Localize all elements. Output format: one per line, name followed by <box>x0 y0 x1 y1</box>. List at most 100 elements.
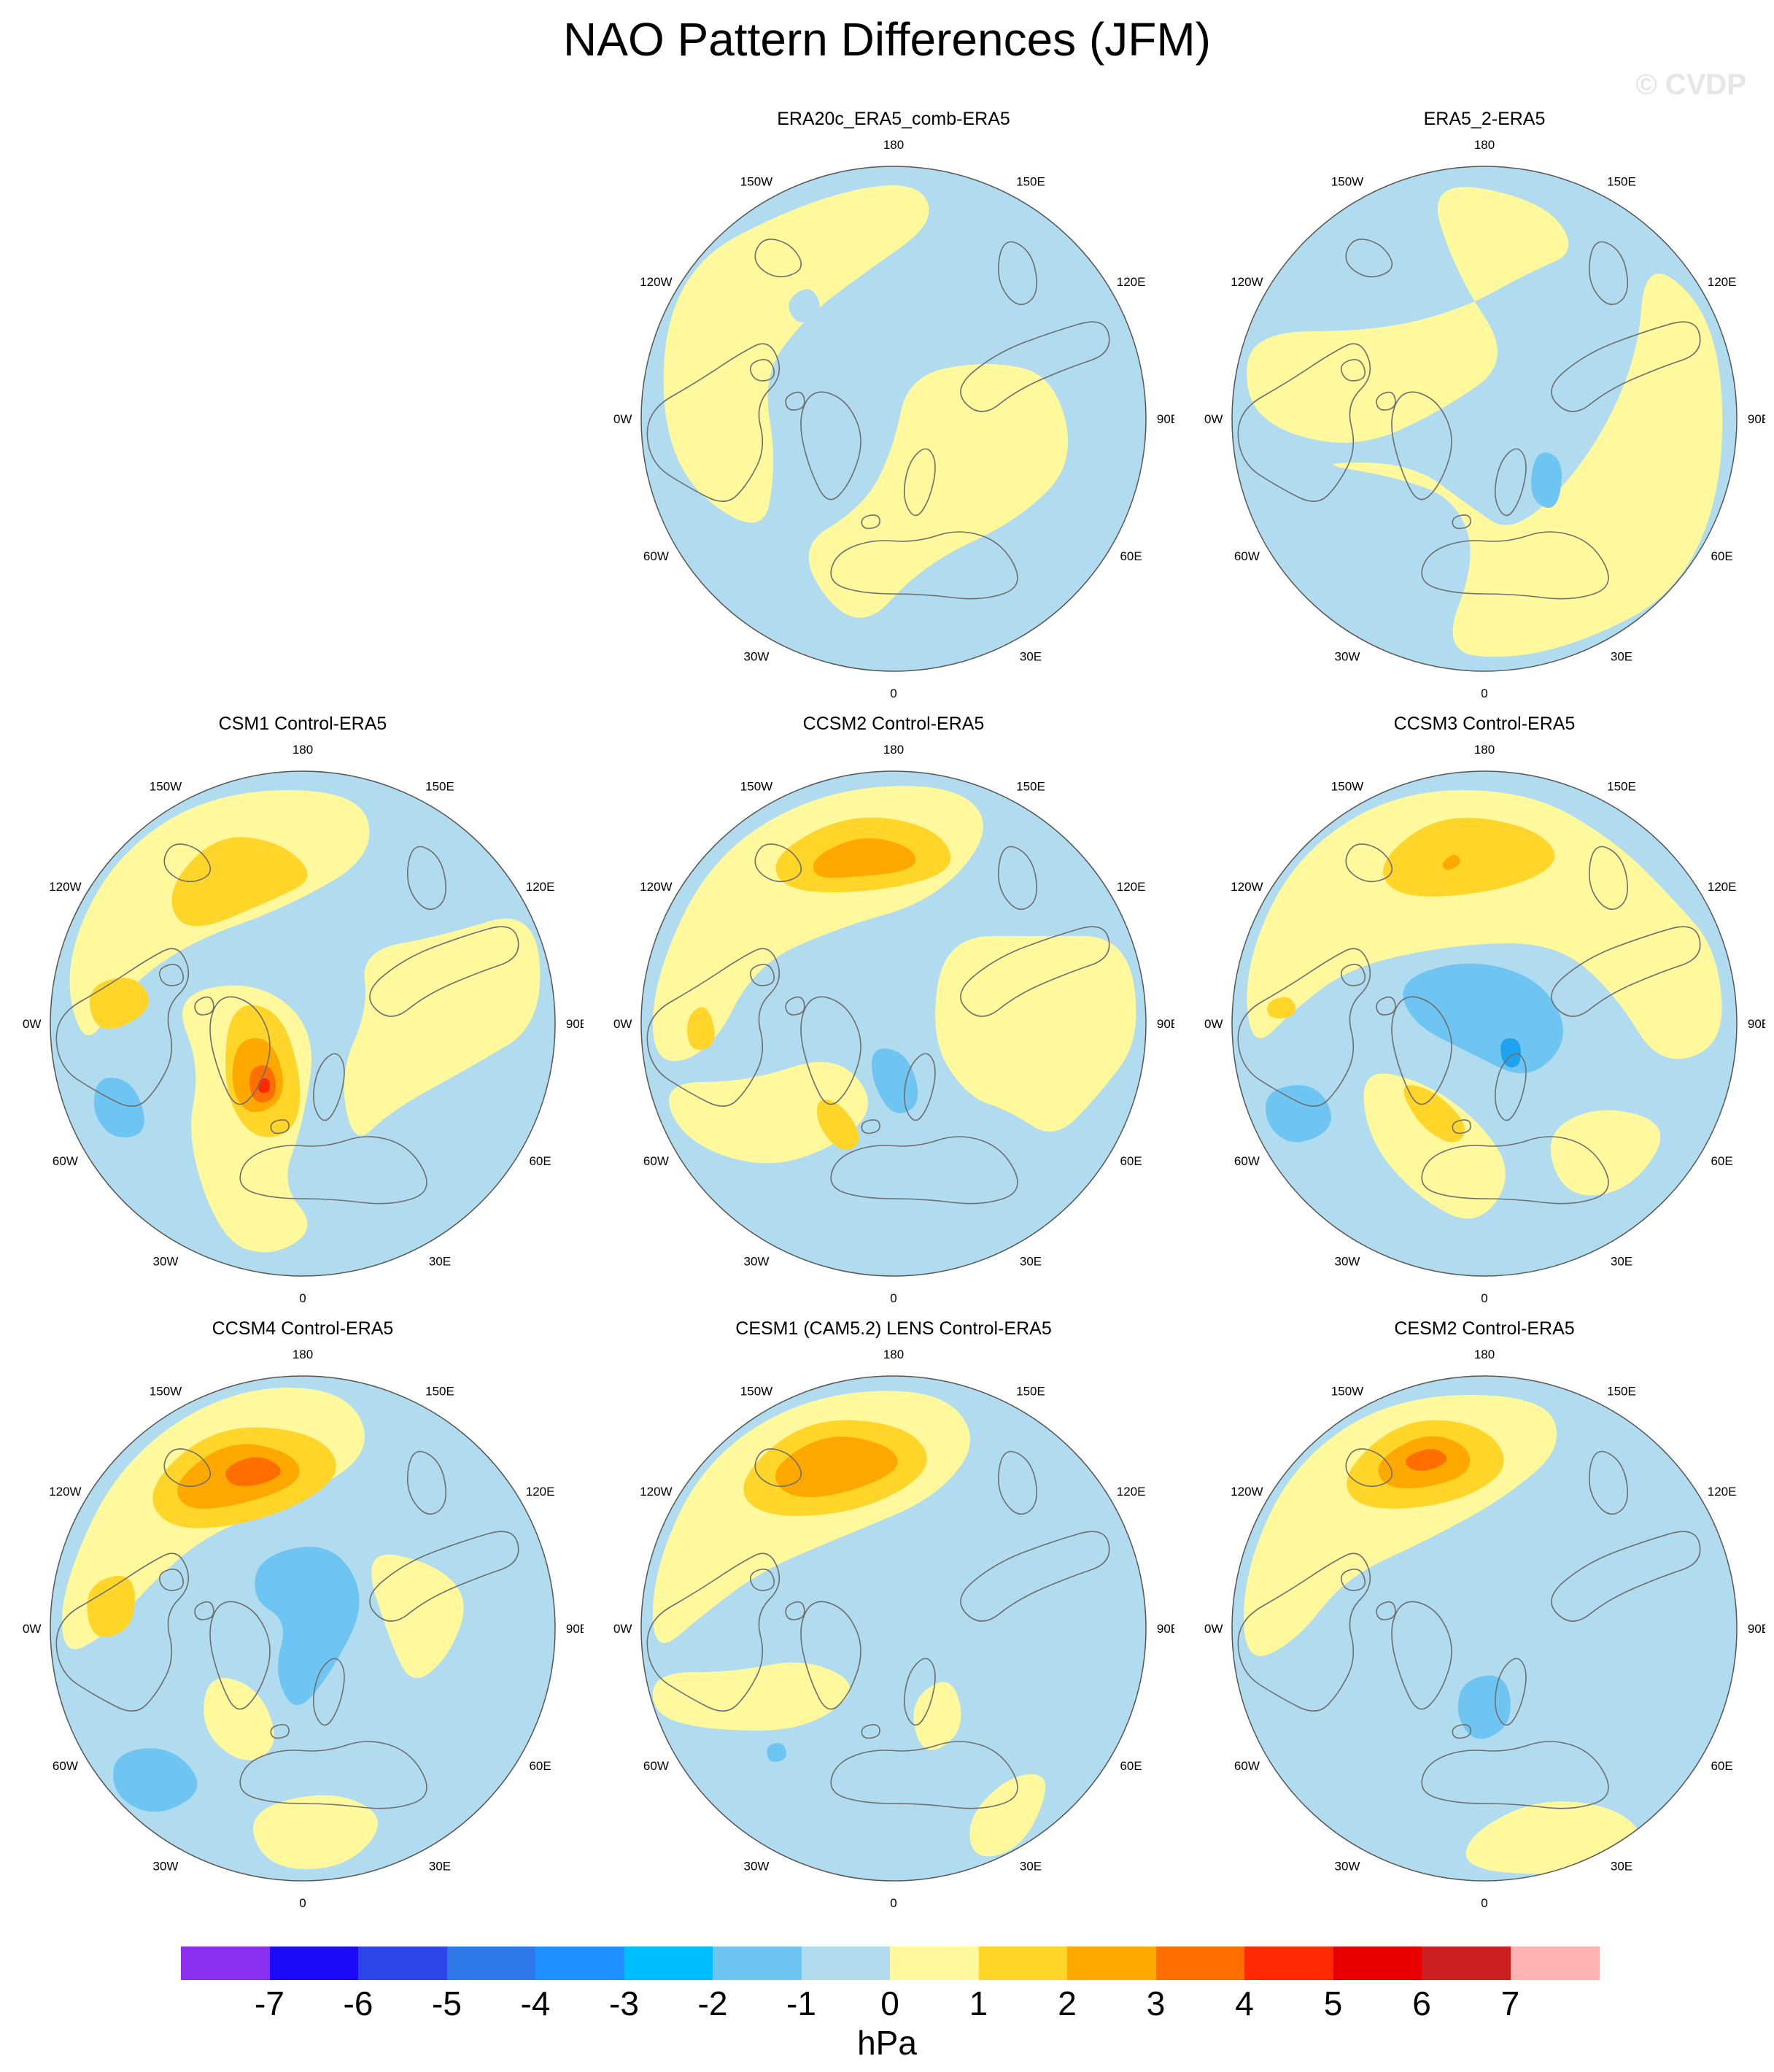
longitude-label: 150E <box>1607 174 1636 188</box>
contour-region <box>653 1662 850 1731</box>
field-layer <box>50 1376 555 1881</box>
colorbar-swatch <box>713 1947 802 1980</box>
polar-map: 180 150E 120E 90E 60E 30E 0 30W 60W 90W 120W 150W <box>1204 743 1765 1305</box>
coastline <box>1345 239 1393 278</box>
coastline <box>1391 996 1452 1105</box>
contour-region <box>813 838 915 878</box>
coastline <box>1345 843 1393 883</box>
longitude-label: 180 <box>883 138 904 152</box>
longitude-label: 60E <box>529 1154 551 1168</box>
colorbar-tick-label: -3 <box>609 1984 639 2022</box>
coastline <box>239 1136 427 1205</box>
longitude-label: 60W <box>1234 549 1260 563</box>
longitude-label: 90W <box>613 1017 632 1031</box>
contour-region <box>687 1007 715 1050</box>
coastline <box>861 1724 880 1739</box>
longitude-label: 150W <box>740 1384 772 1398</box>
polar-map: 180 150E 120E 90E 60E 30E 0 30W 60W 90W 120W 150W <box>22 1348 584 1910</box>
coastline <box>1340 358 1366 382</box>
coastline <box>1551 321 1701 412</box>
longitude-label: 150W <box>150 779 182 793</box>
longitude-label: 120W <box>1231 880 1263 894</box>
longitude-label: 0 <box>1481 1896 1487 1910</box>
longitude-label: 30W <box>1335 650 1360 664</box>
contour-region <box>1383 817 1555 897</box>
contour-region <box>935 936 1136 1132</box>
coastline <box>749 963 775 986</box>
coastline <box>785 1601 805 1620</box>
longitude-label: 90E <box>1748 1622 1765 1636</box>
coastline <box>754 1448 802 1488</box>
longitude-label: 150W <box>1331 1384 1363 1398</box>
contour-region <box>913 1682 961 1750</box>
longitude-label: 0 <box>890 1896 896 1910</box>
coastline <box>960 321 1110 412</box>
polar-map: 180 150E 120E 90E 60E 30E 0 30W 60W 90W 120W 150W <box>1204 1348 1765 1910</box>
coastline <box>55 1553 190 1712</box>
contour-region <box>1550 1110 1661 1196</box>
colorbar-swatch <box>181 1947 270 1980</box>
coastline <box>800 391 861 500</box>
colorbar-swatch <box>1155 1947 1245 1980</box>
coastline <box>997 241 1038 306</box>
coastline <box>1551 926 1701 1017</box>
map-border <box>1231 166 1738 672</box>
colorbar-swatch <box>446 1947 536 1980</box>
longitude-label: 180 <box>293 743 313 757</box>
coastline <box>1421 531 1609 600</box>
longitude-label: 0 <box>299 1291 306 1305</box>
longitude-label: 150W <box>740 174 772 188</box>
longitude-label: 90E <box>1157 412 1174 426</box>
coastline <box>1391 1601 1452 1710</box>
coastline <box>1391 391 1452 500</box>
longitude-label: 90E <box>1748 1017 1765 1031</box>
coastline <box>1340 1568 1366 1591</box>
coastline <box>209 1601 271 1710</box>
colorbar-tick-label: 5 <box>1323 1984 1343 2022</box>
field-layer <box>50 771 555 1276</box>
polar-map: 180 150E 120E 90E 60E 30E 0 30W 60W 90W 120W 150W <box>613 743 1174 1305</box>
longitude-label: 30W <box>1335 1860 1360 1874</box>
coastline <box>1452 1119 1471 1134</box>
longitude-label: 0 <box>299 1896 306 1910</box>
contour-region <box>225 1457 281 1486</box>
contour-region <box>663 185 929 523</box>
field-layer <box>1232 166 1737 671</box>
longitude-label: 90W <box>1204 412 1223 426</box>
longitude-label: 30W <box>153 1255 179 1269</box>
panel-ccsm3: CCSM3 Control-ERA5 180 150E 120E 90E 60E 30E 0… <box>1204 711 1765 1310</box>
longitude-label: 0 <box>1481 687 1487 700</box>
contour-region <box>171 837 308 927</box>
longitude-label: 90E <box>566 1622 584 1636</box>
longitude-label: 180 <box>1474 1348 1495 1361</box>
colorbar-swatch <box>535 1947 624 1980</box>
colorbar-tick-label: 4 <box>1235 1984 1254 2022</box>
colorbar-tick-label: 3 <box>1146 1984 1166 2022</box>
coastline <box>158 963 185 986</box>
contour-region <box>789 289 820 322</box>
longitude-label: 60E <box>529 1759 551 1773</box>
longitude-label: 120W <box>640 1485 672 1499</box>
longitude-label: 30W <box>744 650 770 664</box>
longitude-label: 150W <box>150 1384 182 1398</box>
coastline <box>1376 391 1396 411</box>
longitude-label: 60W <box>53 1154 78 1168</box>
longitude-label: 120W <box>1231 1485 1263 1499</box>
coastline <box>1495 448 1527 517</box>
longitude-label: 180 <box>883 743 904 757</box>
coastline <box>1237 343 1371 502</box>
coastline <box>1237 1553 1371 1712</box>
longitude-label: 60E <box>1120 549 1142 563</box>
colorbar-tick-label: 0 <box>880 1984 899 2022</box>
coastline <box>406 846 447 911</box>
panel-title: CESM2 Control-ERA5 <box>1394 1318 1575 1339</box>
colorbar-tick-label: -5 <box>432 1984 462 2022</box>
colorbar-swatch <box>269 1947 359 1980</box>
longitude-label: 150E <box>1016 174 1045 188</box>
longitude-label: 120W <box>49 1485 81 1499</box>
colorbar-tick-label: -1 <box>786 1984 816 2022</box>
longitude-label: 150E <box>1607 779 1636 793</box>
longitude-label: 60W <box>53 1759 78 1773</box>
longitude-label: 30E <box>429 1255 451 1269</box>
contour-region <box>817 1099 859 1151</box>
